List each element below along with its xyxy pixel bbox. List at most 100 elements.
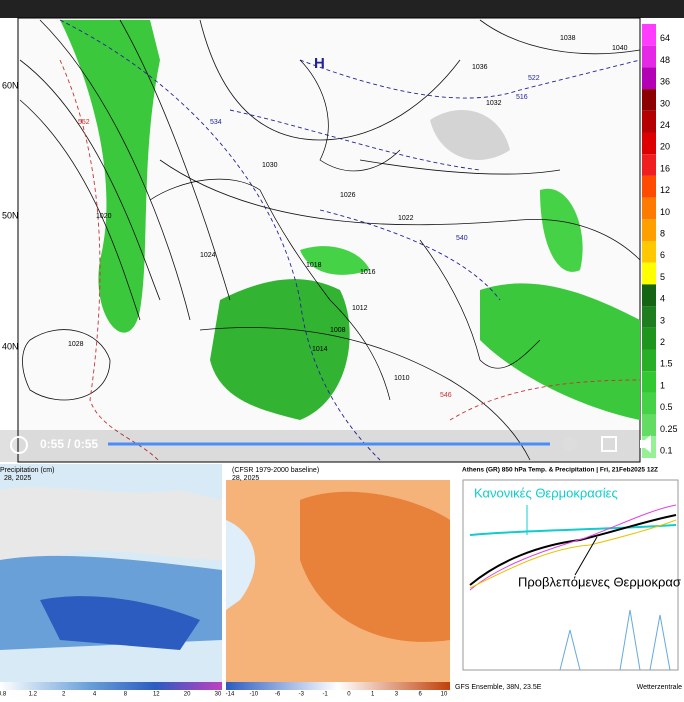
isobar-label: 1032 (486, 100, 502, 107)
colorbar-cell (642, 219, 656, 241)
scale-label: -1 (322, 692, 328, 697)
colorbar-label: 10 (660, 207, 670, 217)
scale-label: 1 (371, 692, 375, 697)
colorbar-label: 48 (660, 55, 670, 65)
scale-label: -10 (249, 692, 258, 697)
panel-title: (CFSR 1979-2000 baseline) (232, 467, 319, 474)
replay-button[interactable] (10, 436, 28, 454)
isobar-label: 1030 (262, 162, 278, 169)
lat-label: 50N (2, 210, 19, 220)
isobar-label: 1018 (306, 262, 322, 269)
annotation: Προβλεπόμενες Θερμοκρασ (518, 574, 681, 589)
colorbar-cell (642, 371, 656, 393)
colorbar-cell (642, 349, 656, 372)
arrow (574, 536, 598, 576)
colorbar-cell (642, 132, 656, 155)
scale-label: 4 (93, 692, 97, 697)
scale-label: -3 (299, 692, 305, 697)
panel-title: Athens (GR) 850 hPa Temp. & Precipitatio… (462, 467, 658, 474)
isobar-label: 1016 (360, 269, 376, 276)
colorbar-label: 16 (660, 163, 670, 173)
colorbar-label: 30 (660, 98, 670, 108)
colorbar-label: 1 (660, 380, 665, 390)
isobar-label: 1036 (472, 64, 488, 71)
colorbar-cell (642, 45, 656, 68)
isobar-label: 1040 (612, 45, 628, 52)
colorbar-cell (642, 392, 656, 415)
credit: Wetterzentrale (637, 684, 682, 691)
colorbar-cell (642, 327, 656, 350)
colorbar-label: 0.5 (660, 402, 673, 412)
isobar-label: 1008 (330, 327, 346, 334)
colorbar-label: 2 (660, 337, 665, 347)
volume-button[interactable] (640, 435, 651, 453)
scale-label: 8 (124, 692, 128, 697)
scale-label: -14 (226, 692, 235, 697)
height-label: 534 (210, 119, 222, 126)
isobar-label: 1010 (394, 375, 410, 382)
colorbar-label: 5 (660, 272, 665, 282)
lat-label: 60N (2, 80, 19, 90)
colorbar-cell (642, 262, 656, 285)
colorbar-label: 4 (660, 294, 665, 304)
colorbar: 64 48 36 30 24 20 16 12 10 8 6 5 4 3 2 1.5 1 0.5 0.25 0.1 (642, 24, 678, 458)
anomaly-panel (226, 480, 450, 690)
fullscreen-button[interactable] (601, 436, 617, 452)
colorbar-label: 24 (660, 120, 670, 130)
top-bar (0, 0, 684, 18)
height-label: 540 (456, 235, 468, 242)
isobar-label: 1022 (398, 215, 414, 222)
precip-panel (0, 464, 222, 690)
controls-shade (0, 430, 640, 462)
isobar-label: 1014 (312, 346, 328, 353)
settings-button[interactable] (563, 437, 577, 451)
height-label: 552 (78, 119, 90, 126)
colorbar-label: 1.5 (660, 359, 673, 369)
high-marker: H (314, 55, 325, 72)
panel-title: Precipitation (cm) (0, 467, 54, 474)
scale-label: -6 (275, 692, 281, 697)
colorbar-label: 3 (660, 315, 665, 325)
panel-date: 28, 2025 (232, 475, 259, 482)
colorbar-label: 0.25 (660, 424, 678, 434)
isobar-label: 1024 (200, 252, 216, 259)
isobar-label: 1028 (68, 341, 84, 348)
colorbar-cell (642, 197, 656, 220)
colorbar-cell (642, 414, 656, 437)
scale-label: 20 (184, 692, 191, 697)
time-display: 0:55 / 0:55 (40, 437, 98, 451)
height-label: 516 (516, 94, 528, 101)
scale-label: 10 (441, 692, 448, 697)
colorbar-cell (642, 24, 656, 46)
isobar-label: 1038 (560, 35, 576, 42)
scale-label: 0.8 (0, 692, 7, 697)
colorbar-cell (642, 306, 656, 328)
colorbar-label: 0.1 (660, 446, 673, 456)
scale-label: 1.2 (29, 692, 38, 697)
colorbar-label: 8 (660, 229, 665, 239)
colorbar-cell (642, 175, 656, 198)
colorbar-cell (642, 284, 656, 307)
isobar-label: 1026 (340, 192, 356, 199)
scale-label: 3 (395, 692, 399, 697)
scale-label: 0 (347, 692, 351, 697)
scale-label: 30 (215, 692, 222, 697)
isobar-label: 1020 (96, 213, 112, 220)
scale-label: 12 (153, 692, 160, 697)
ensemble-panel (452, 466, 684, 697)
panel-date: 28, 2025 (4, 475, 31, 482)
colorbar-label: 20 (660, 142, 670, 152)
lat-label: 40N (2, 341, 19, 351)
colorbar-cell (642, 154, 656, 176)
annotation: Κανονικές Θερμοκρασίες (474, 485, 618, 500)
scale-label: 6 (419, 692, 423, 697)
colorbar-label: 36 (660, 77, 670, 87)
height-label: 522 (528, 75, 540, 82)
colorbar-cell (642, 67, 656, 90)
colorbar-label: 6 (660, 250, 665, 260)
scale-label: 2 (62, 692, 66, 697)
colorbar-label: 12 (660, 185, 670, 195)
footer: GFS Ensemble, 38N, 23.5E (455, 684, 542, 691)
